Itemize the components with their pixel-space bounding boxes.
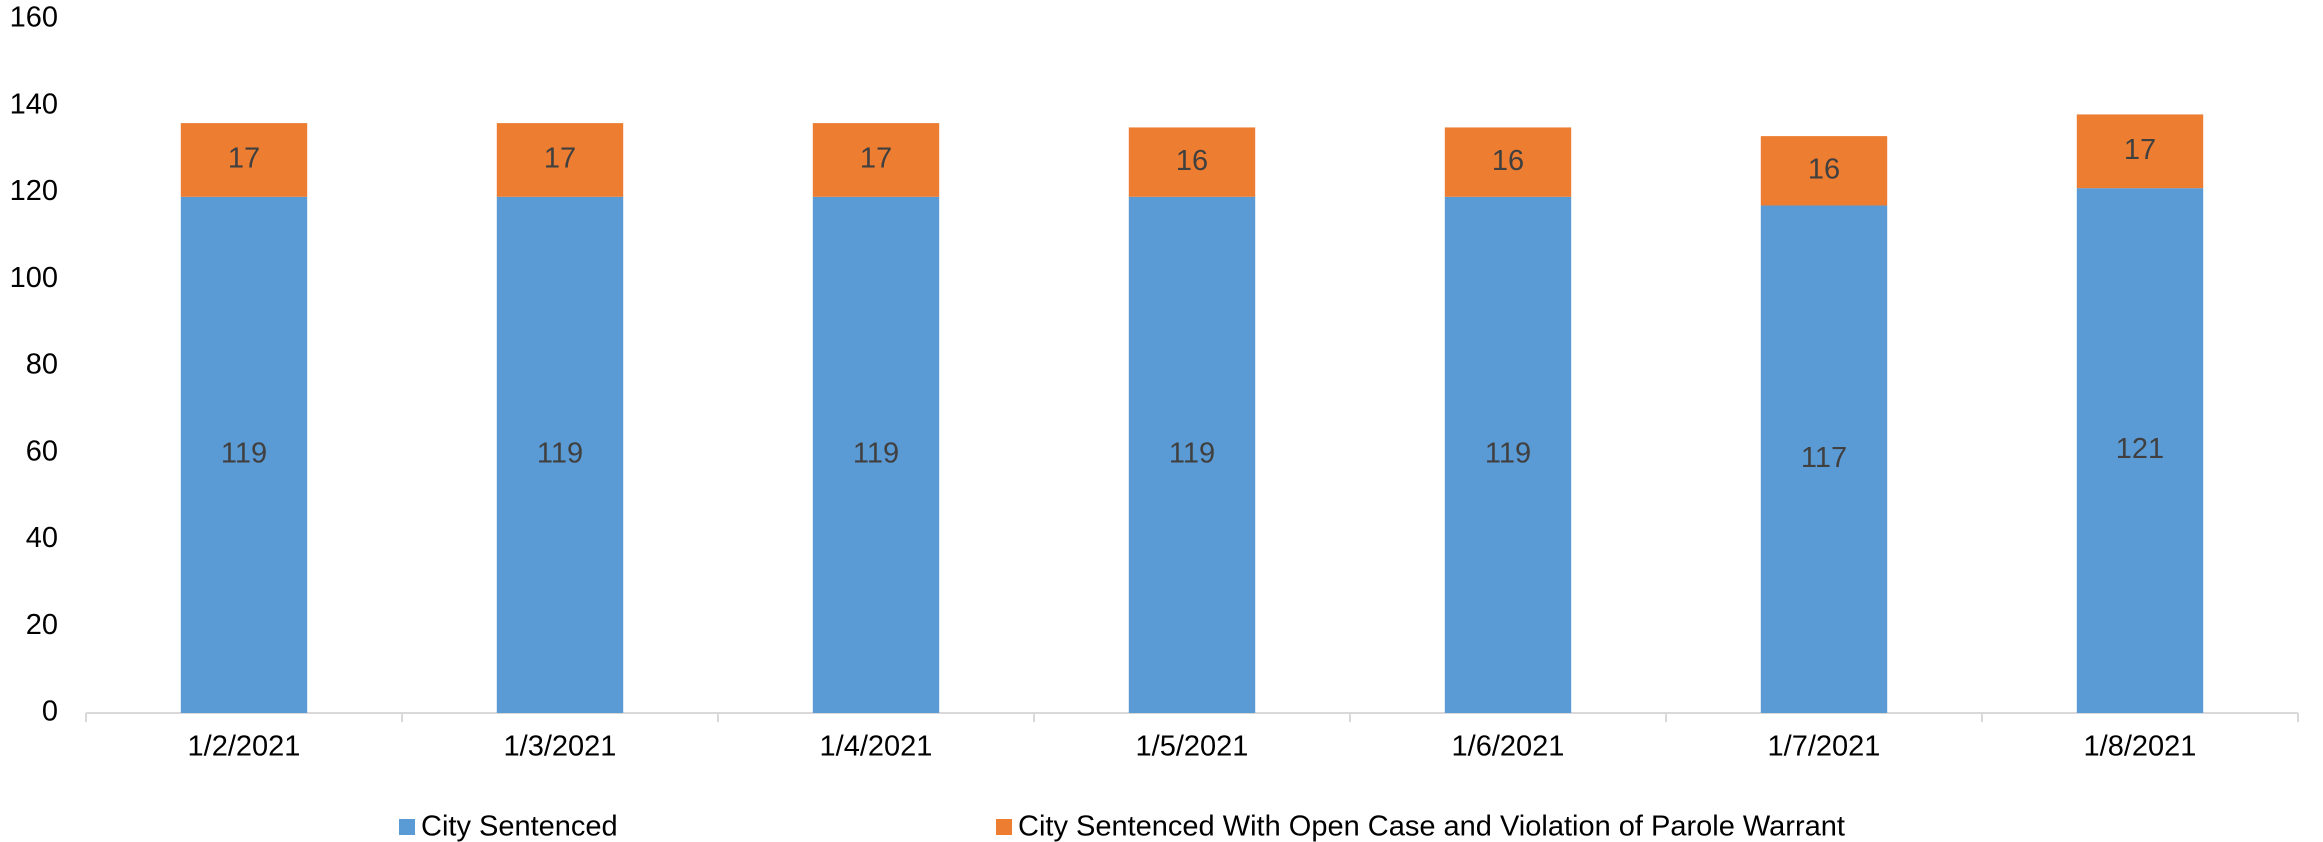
- data-label: 119: [221, 438, 267, 470]
- bar-segment: [2076, 114, 2204, 189]
- legend-label: City Sentenced With Open Case and Violat…: [1018, 811, 1845, 842]
- y-tick-label: 160: [10, 2, 58, 34]
- data-label: 119: [1169, 438, 1215, 470]
- y-tick-label: 120: [10, 175, 58, 207]
- x-tick-label: 1/7/2021: [1768, 731, 1881, 763]
- y-tick-label: 60: [26, 435, 58, 467]
- y-tick-label: 40: [26, 522, 58, 554]
- data-label: 117: [1801, 442, 1847, 474]
- data-label: 16: [1808, 153, 1840, 185]
- bar-segment: [1128, 196, 1256, 713]
- bar-segment: [1760, 205, 1888, 713]
- y-tick-label: 100: [10, 262, 58, 294]
- bar-segment: [180, 123, 308, 197]
- bar-segment: [1128, 127, 1256, 197]
- data-label: 16: [1176, 145, 1208, 177]
- x-tick-label: 1/4/2021: [820, 731, 933, 763]
- x-tick-label: 1/2/2021: [188, 731, 301, 763]
- y-tick-label: 80: [26, 349, 58, 381]
- data-label: 17: [544, 143, 576, 175]
- data-label: 17: [860, 143, 892, 175]
- y-tick-label: 0: [42, 696, 58, 728]
- y-tick-label: 140: [10, 88, 58, 120]
- bar-segment: [496, 196, 624, 713]
- x-tick-label: 1/6/2021: [1452, 731, 1565, 763]
- data-label: 17: [2124, 134, 2156, 166]
- x-tick-label: 1/5/2021: [1136, 731, 1249, 763]
- bar-segment: [496, 123, 624, 197]
- legend-label: City Sentenced: [421, 811, 618, 842]
- bar-segment: [1760, 136, 1888, 206]
- bar-segment: [1444, 127, 1572, 197]
- legend-swatch: [996, 819, 1012, 835]
- data-label: 119: [853, 438, 899, 470]
- data-label: 119: [1485, 438, 1531, 470]
- bar-segment: [812, 196, 940, 713]
- data-label: 121: [2116, 433, 2164, 465]
- legend-swatch: [399, 819, 415, 835]
- bar-segment: [180, 196, 308, 713]
- bar-segment: [1444, 196, 1572, 713]
- y-tick-label: 20: [26, 609, 58, 641]
- data-label: 17: [228, 143, 260, 175]
- x-tick-label: 1/3/2021: [504, 731, 617, 763]
- data-label: 119: [537, 438, 583, 470]
- x-tick-label: 1/8/2021: [2084, 731, 2197, 763]
- bar-segment: [2076, 188, 2204, 714]
- data-label: 16: [1492, 145, 1524, 177]
- bar-segment: [812, 123, 940, 197]
